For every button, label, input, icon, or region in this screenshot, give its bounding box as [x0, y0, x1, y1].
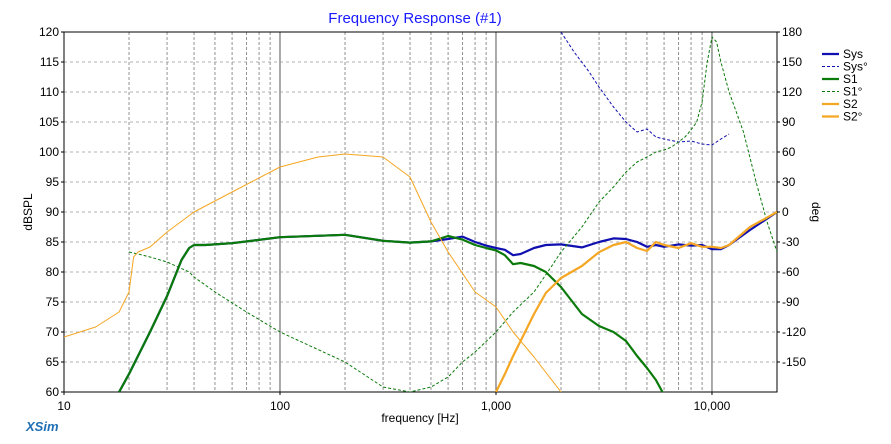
y-tick-label: 65 [46, 355, 60, 369]
series-line [128, 36, 777, 392]
y2-tick-label: 150 [782, 55, 802, 69]
x-axis-label: frequency [Hz] [381, 411, 458, 425]
y-tick-label: 75 [46, 295, 60, 309]
y2-tick-label: 120 [782, 85, 802, 99]
x-tick-label: 1,000 [481, 399, 511, 413]
legend-entry: Sys [843, 47, 863, 61]
y-tick-label: 90 [46, 205, 60, 219]
y2-tick-label: 60 [782, 145, 796, 159]
series-line [495, 211, 777, 392]
y2-axis-label: deg [809, 202, 823, 222]
x-tick-label: 10 [57, 399, 71, 413]
y2-tick-label: 30 [782, 175, 796, 189]
y-tick-label: 70 [46, 325, 60, 339]
series-line [64, 153, 562, 392]
x-tick-label: 10,000 [694, 399, 731, 413]
xsim-brand-logo: XSim [25, 419, 59, 434]
legend-entry: S2° [843, 110, 863, 124]
legend-entry: S1 [843, 72, 858, 86]
series-line [118, 233, 664, 392]
y2-tick-label: 180 [782, 25, 802, 39]
y2-tick-label: -90 [782, 295, 800, 309]
x-tick-label: 100 [270, 399, 290, 413]
legend-entry: S1° [843, 85, 863, 99]
y-tick-label: 95 [46, 175, 60, 189]
axis-ticks: 6065707580859095100105110115120-150-120-… [39, 25, 806, 413]
legend-entry: S2 [843, 97, 858, 111]
y-tick-label: 85 [46, 235, 60, 249]
y-tick-label: 100 [39, 145, 59, 159]
y2-tick-label: -120 [782, 325, 806, 339]
y-tick-label: 80 [46, 265, 60, 279]
y-tick-label: 105 [39, 115, 59, 129]
y-tick-label: 120 [39, 25, 59, 39]
y-tick-label: 110 [40, 85, 59, 99]
legend-entry: Sys° [843, 60, 868, 74]
series-line [560, 32, 730, 146]
y2-tick-label: -30 [782, 235, 800, 249]
y-tick-label: 115 [40, 55, 59, 69]
y2-tick-label: 0 [782, 205, 789, 219]
y-axis-label: dBSPL [21, 193, 35, 231]
chart-title: Frequency Response (#1) [328, 10, 501, 27]
plot-series [64, 32, 777, 392]
y-tick-label: 60 [46, 385, 60, 399]
y2-tick-label: -60 [782, 265, 800, 279]
plot-grid [64, 32, 777, 392]
y2-tick-label: -150 [782, 355, 806, 369]
y2-tick-label: 90 [782, 115, 796, 129]
